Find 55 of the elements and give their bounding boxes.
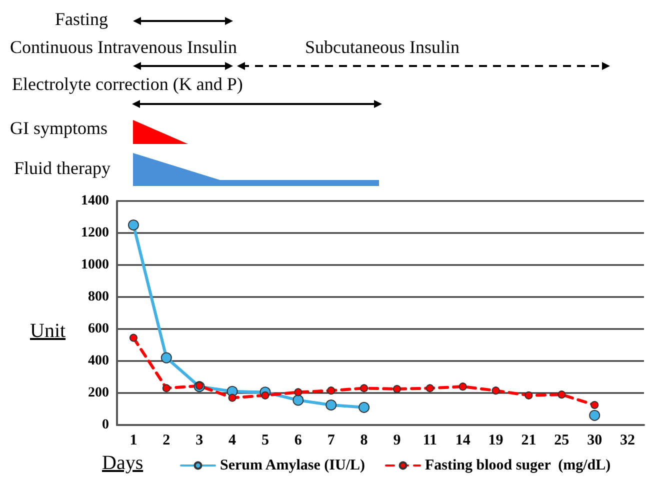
x-tick-label: 21 [521,432,536,448]
point [294,388,302,396]
point [589,410,600,421]
point [195,382,204,390]
point [326,400,337,410]
point [392,385,401,393]
text: Electrolyte correction (K and P) [12,74,243,95]
text: GI symptoms [10,118,108,139]
point [358,402,370,413]
point [360,384,368,392]
text: Continuous Intravenous Insulin [10,37,237,58]
point [292,394,304,406]
x-tick-label: 19 [488,432,504,448]
text: Fluid therapy [14,158,110,179]
text: Fasting [55,9,108,30]
x-tick-label: 25 [554,432,570,448]
point [162,384,170,392]
point [524,391,533,400]
x-axis-title: Days [102,452,144,475]
y-tick-label: 1000 [81,258,109,272]
point [128,220,139,230]
y-tick-label: 600 [88,322,109,336]
x-tick-label: 11 [422,432,437,448]
x-tick-label: 1 [130,432,138,448]
legend-label: Serum Amylase (IU/L) [220,458,365,474]
y-axis-title: Unit [30,320,66,343]
point [327,386,336,395]
x-tick-label: 32 [620,432,636,448]
point [228,394,236,402]
x-tick-label: 5 [261,432,269,448]
y-tick-label: 800 [88,290,109,304]
x-tick-label: 3 [196,432,204,448]
x-tick-label: 4 [228,432,237,448]
x-tick-label: 30 [587,432,602,448]
y-tick-label: 400 [88,354,109,368]
point [129,334,138,342]
x-tick-label: 6 [294,432,302,448]
text: Subcutaneous Insulin [305,37,460,58]
point [160,352,172,364]
y-tick-label: 1200 [81,226,109,240]
x-tick-label: 9 [393,432,401,448]
point [590,401,599,409]
y-tick-label: 0 [102,418,109,432]
point [492,386,500,395]
y-tick-label: 200 [88,386,109,400]
point [458,382,467,391]
point [558,390,566,399]
y-tick-label: 1400 [81,194,109,208]
x-tick-label: 2 [162,432,170,448]
x-tick-label: 14 [455,432,471,448]
point [426,384,434,392]
x-tick-label: 8 [360,432,368,448]
x-tick-label: 7 [327,432,336,448]
legend-label: Fasting blood suger (mg/dL) [425,458,611,474]
point [261,391,270,400]
